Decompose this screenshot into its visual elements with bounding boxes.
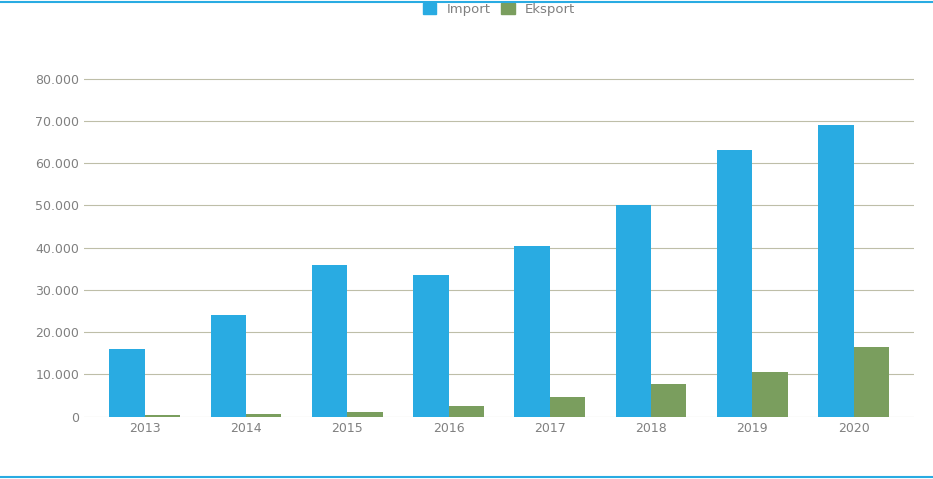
- Bar: [109, 349, 145, 417]
- Bar: [616, 205, 651, 417]
- Bar: [347, 411, 383, 417]
- Bar: [246, 414, 282, 417]
- Bar: [818, 125, 854, 417]
- Bar: [312, 264, 347, 417]
- Bar: [449, 406, 484, 417]
- Bar: [211, 315, 246, 417]
- Bar: [413, 275, 449, 417]
- Bar: [550, 397, 585, 417]
- Bar: [145, 415, 180, 417]
- Bar: [717, 150, 752, 417]
- Legend: Import, Eksport: Import, Eksport: [419, 0, 579, 20]
- Bar: [514, 246, 550, 417]
- Bar: [651, 384, 687, 417]
- Bar: [752, 372, 787, 417]
- Bar: [854, 347, 889, 417]
